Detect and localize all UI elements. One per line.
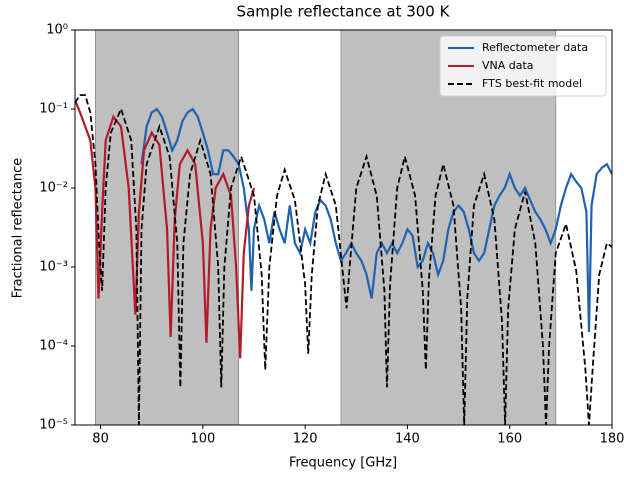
- x-tick-label: 180: [600, 432, 624, 447]
- y-tick-label: 10⁻²: [39, 181, 68, 196]
- legend-label: VNA data: [482, 59, 534, 72]
- y-tick-label: 10⁻¹: [39, 102, 68, 117]
- plot-frame: [74, 29, 613, 426]
- x-tick-label: 140: [395, 432, 420, 447]
- y-tick-label: 10⁻³: [39, 260, 68, 275]
- y-axis-label: Fractional reflectance: [11, 158, 26, 298]
- legend-label: Reflectometer data: [482, 41, 588, 54]
- x-tick-label: 80: [92, 432, 109, 447]
- y-tick-label: 10⁰: [46, 23, 68, 38]
- legend-box: [439, 35, 607, 97]
- y-tick-label: 10⁻⁵: [39, 418, 68, 433]
- y-tick-label: 10⁻⁴: [39, 339, 68, 354]
- x-tick-label: 160: [497, 432, 522, 447]
- x-tick-label: 120: [293, 432, 318, 447]
- legend-label: FTS best-fit model: [482, 77, 582, 90]
- series-line: [75, 94, 612, 425]
- series-line: [75, 99, 256, 359]
- x-axis-label: Frequency [GHz]: [289, 456, 397, 471]
- chart-title: Sample reflectance at 300 K: [237, 3, 451, 21]
- x-tick-label: 100: [190, 432, 215, 447]
- series-line: [140, 107, 612, 333]
